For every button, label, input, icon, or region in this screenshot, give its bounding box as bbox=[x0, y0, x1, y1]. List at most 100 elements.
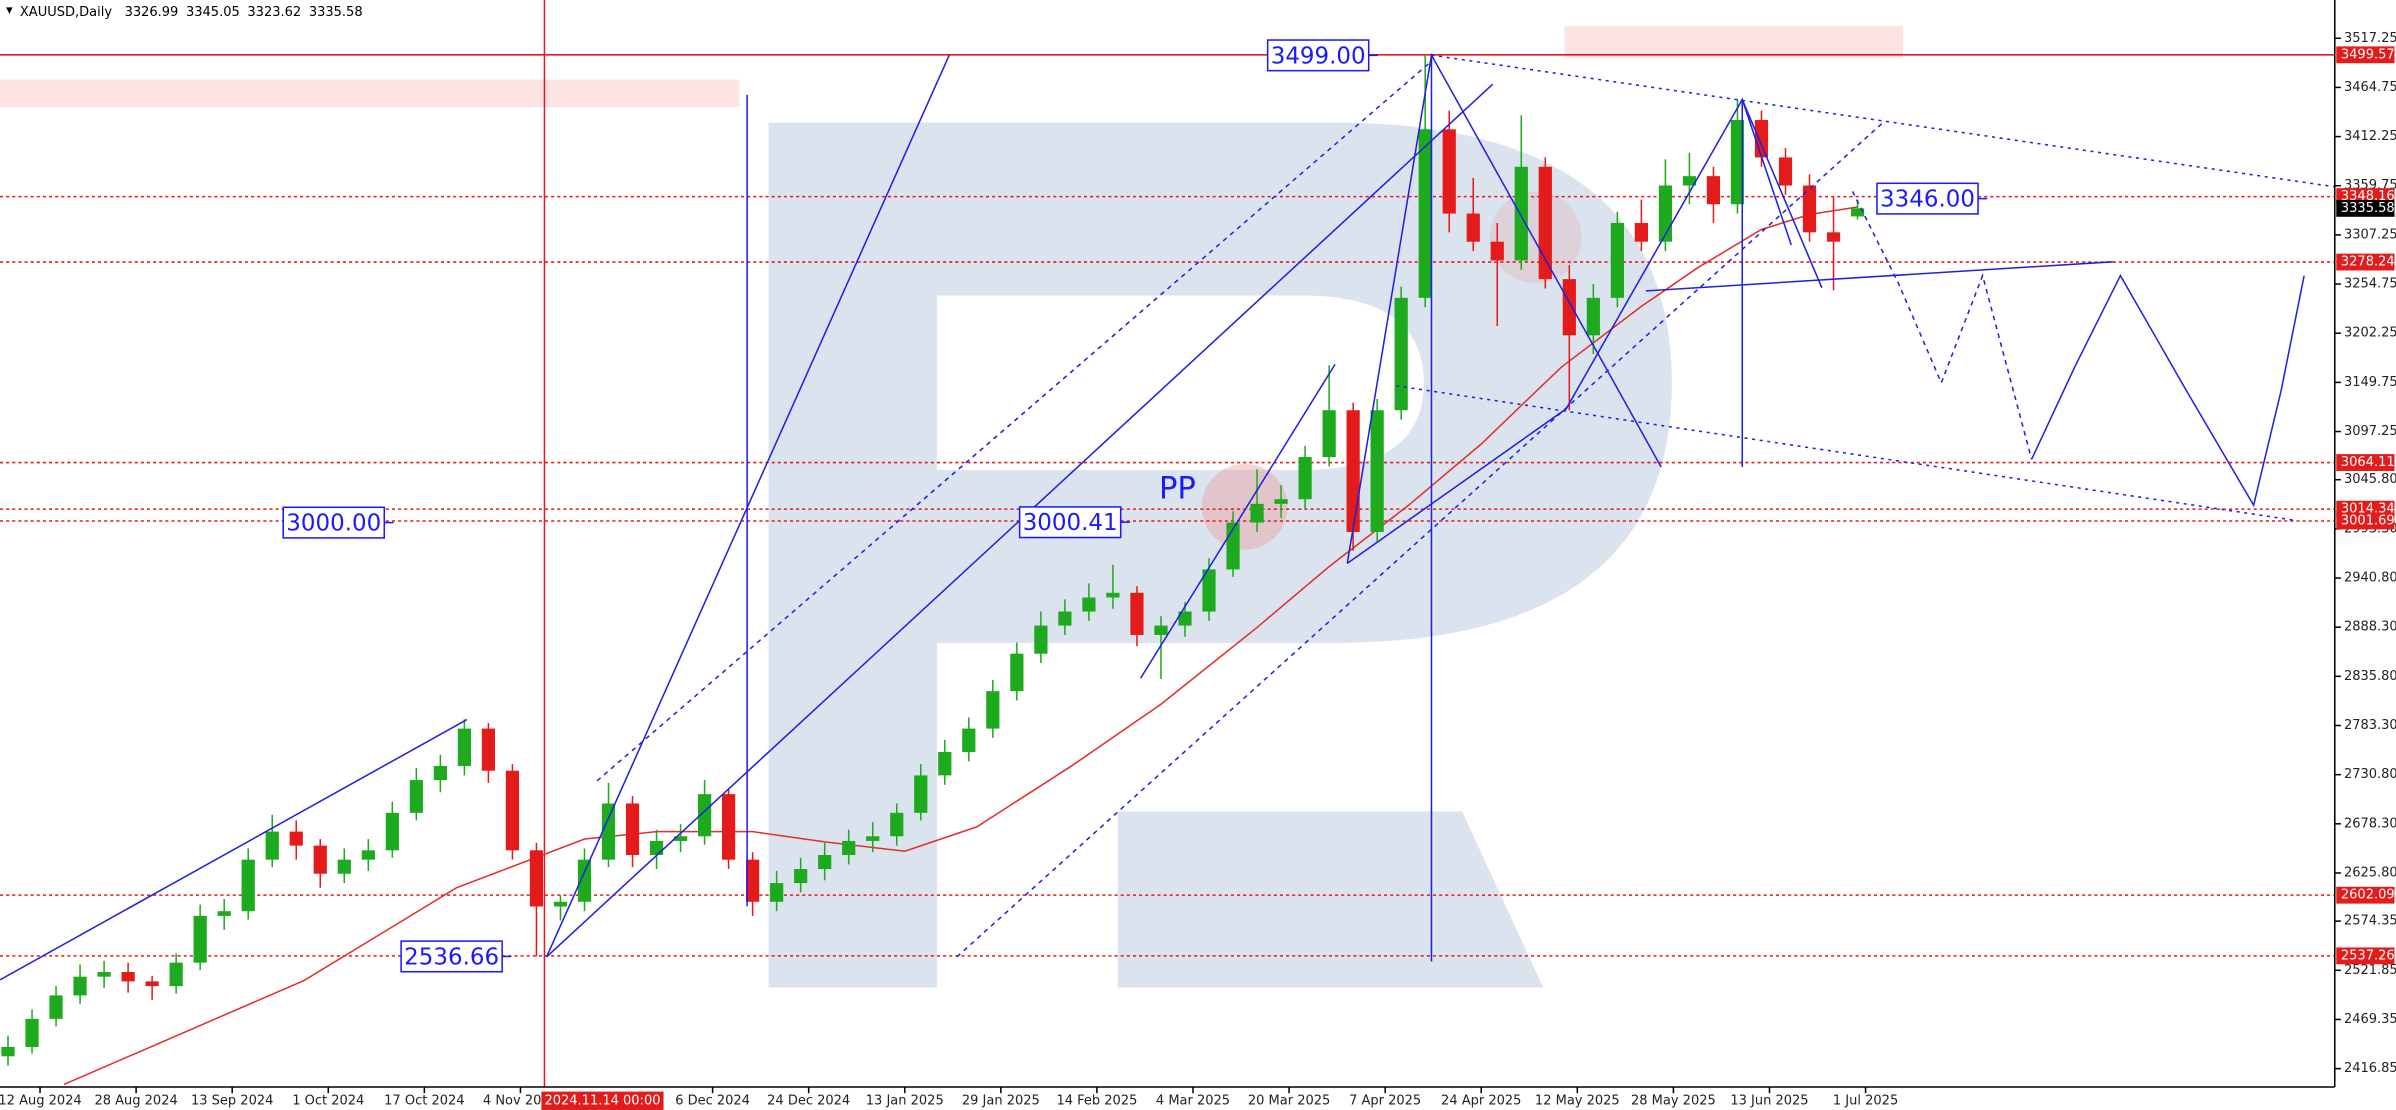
candle-body bbox=[1514, 166, 1528, 261]
x-tick-label: 13 Jan 2025 bbox=[866, 1093, 944, 1108]
candle-body bbox=[1394, 297, 1408, 411]
trend-line bbox=[1645, 261, 2113, 292]
candle-body bbox=[986, 691, 1000, 729]
candle-body bbox=[890, 812, 904, 837]
candle-body bbox=[169, 962, 183, 987]
level-label: 3278.24 bbox=[2341, 255, 2395, 270]
candle-body bbox=[1322, 410, 1336, 458]
x-tick-label: 24 Dec 2024 bbox=[767, 1093, 850, 1108]
x-tick-label: 14 Feb 2025 bbox=[1056, 1093, 1137, 1108]
candle-body bbox=[121, 972, 135, 982]
forecast-path bbox=[1851, 191, 2033, 460]
y-tick-label: 3307.25 bbox=[2344, 227, 2396, 242]
candle-body bbox=[1418, 129, 1432, 298]
pattern-highlight bbox=[1489, 191, 1582, 284]
x-tick-label: 12 Aug 2024 bbox=[0, 1093, 82, 1108]
wave-line bbox=[1346, 52, 1662, 564]
candle-body bbox=[1826, 232, 1841, 242]
candle-body bbox=[73, 976, 87, 996]
candle-body bbox=[529, 850, 544, 907]
drawings-background bbox=[0, 26, 1904, 988]
candle-body bbox=[265, 831, 279, 860]
candle-body bbox=[433, 766, 447, 781]
candle-body bbox=[794, 869, 808, 884]
candle-body bbox=[1466, 213, 1480, 242]
candle-body bbox=[1298, 457, 1312, 500]
chart-title: XAUUSD,Daily bbox=[20, 5, 112, 20]
y-tick-label: 3149.75 bbox=[2344, 375, 2396, 390]
y-tick-label: 2730.80 bbox=[2344, 767, 2396, 782]
last-price-bg bbox=[2336, 199, 2395, 217]
y-tick-label: 3045.80 bbox=[2344, 472, 2396, 487]
watermark bbox=[768, 122, 1672, 988]
level-label-bg bbox=[2336, 947, 2395, 965]
x-tick-label: 29 Jan 2025 bbox=[962, 1093, 1040, 1108]
pattern-highlight bbox=[1201, 463, 1288, 550]
candle-body bbox=[1250, 503, 1264, 523]
candle-body bbox=[1106, 592, 1120, 598]
x-tick-label: 28 Aug 2024 bbox=[94, 1093, 177, 1108]
y-tick-label: 3097.25 bbox=[2344, 424, 2396, 439]
x-tick-label: 7 Apr 2025 bbox=[1349, 1093, 1421, 1108]
candle-body bbox=[217, 911, 231, 916]
candle-body bbox=[1034, 625, 1048, 654]
cursor-label: 2024.11.14 00:00 bbox=[544, 1093, 660, 1108]
watermark-letter bbox=[768, 122, 1672, 988]
candle-body bbox=[361, 850, 375, 860]
watermark-leg bbox=[1117, 811, 1544, 988]
candle-body bbox=[1058, 611, 1072, 626]
level-label-bg bbox=[2336, 454, 2395, 471]
x-tick-label: 4 Nov 2024 bbox=[483, 1093, 558, 1108]
y-tick-label: 3412.25 bbox=[2344, 129, 2396, 144]
x-tick-label: 17 Oct 2024 bbox=[384, 1093, 464, 1108]
candle-body bbox=[337, 859, 351, 874]
zone bbox=[1564, 26, 1904, 59]
candle-body bbox=[553, 901, 568, 907]
level-label: 3001.69 bbox=[2341, 514, 2395, 529]
x-tick-label: 13 Jun 2025 bbox=[1730, 1093, 1808, 1108]
candle-body bbox=[842, 840, 856, 855]
candle-body bbox=[481, 728, 496, 771]
channel-line bbox=[956, 121, 1884, 958]
candle-body bbox=[409, 780, 423, 813]
last-price-label: 3335.58 bbox=[2341, 201, 2395, 216]
y-tick-label: 3464.75 bbox=[2344, 80, 2396, 95]
candle-body bbox=[625, 803, 640, 855]
x-tick-label: 6 Dec 2024 bbox=[675, 1093, 750, 1108]
y-tick-label: 2469.35 bbox=[2344, 1012, 2396, 1027]
zone bbox=[0, 79, 740, 108]
annotation-box bbox=[282, 506, 386, 539]
level-label-bg bbox=[2336, 886, 2395, 904]
pattern-label: PP bbox=[1159, 471, 1196, 506]
candle-body bbox=[97, 972, 111, 977]
candle-body bbox=[241, 859, 255, 912]
candle-body bbox=[1346, 410, 1360, 532]
candle-body bbox=[1274, 499, 1288, 504]
level-label: 2537.26 bbox=[2341, 948, 2395, 963]
y-tick-label: 2416.85 bbox=[2344, 1061, 2396, 1076]
triangle-line bbox=[1431, 54, 2335, 188]
candle-body bbox=[289, 831, 303, 846]
header-ohlc: 3345.05 bbox=[186, 5, 240, 20]
candle-body bbox=[866, 836, 880, 841]
candle-body bbox=[193, 915, 207, 963]
candle-body bbox=[1154, 625, 1168, 635]
candle-body bbox=[1778, 157, 1793, 186]
candle-body bbox=[962, 728, 976, 752]
triangle-line bbox=[1396, 385, 2297, 522]
level-label-bg bbox=[2336, 512, 2395, 530]
candle-body bbox=[1130, 592, 1144, 635]
candle-body bbox=[1538, 166, 1552, 280]
level-label: 2602.09 bbox=[2341, 888, 2395, 903]
candle-body bbox=[601, 803, 616, 860]
candle-body bbox=[1634, 222, 1648, 242]
x-tick-label: 28 May 2025 bbox=[1631, 1093, 1716, 1108]
candle-body bbox=[505, 770, 520, 851]
candle-body bbox=[914, 775, 928, 813]
trend-line bbox=[0, 718, 468, 981]
candle-body bbox=[1178, 611, 1192, 626]
trend-line bbox=[1139, 363, 1336, 679]
candle-body bbox=[1706, 176, 1721, 205]
level-label: 3499.57 bbox=[2341, 47, 2395, 62]
